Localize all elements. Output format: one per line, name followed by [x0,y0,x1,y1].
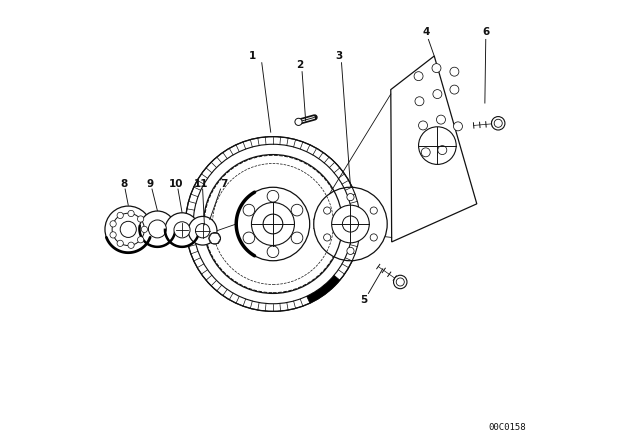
Circle shape [494,119,502,127]
Text: 1: 1 [249,51,257,61]
Circle shape [436,115,445,124]
Text: 7: 7 [220,179,227,189]
Text: 3: 3 [335,51,342,61]
Circle shape [209,233,221,244]
Text: 9: 9 [146,179,154,189]
Circle shape [267,246,279,258]
Circle shape [186,137,360,311]
Text: 8: 8 [120,179,127,189]
Circle shape [492,116,505,130]
Circle shape [394,275,407,289]
Circle shape [450,67,459,76]
Circle shape [347,247,354,254]
Circle shape [128,211,134,217]
Circle shape [295,118,302,125]
Circle shape [370,207,378,214]
Circle shape [342,216,358,232]
Circle shape [415,97,424,106]
Circle shape [174,222,190,238]
Circle shape [438,146,447,155]
Circle shape [419,121,428,130]
Circle shape [450,85,459,94]
Circle shape [263,214,283,234]
Circle shape [110,232,116,238]
Circle shape [195,224,210,238]
Circle shape [148,220,166,238]
Circle shape [188,216,217,245]
Polygon shape [391,56,477,242]
Circle shape [454,122,463,131]
Circle shape [141,226,147,233]
Text: 6: 6 [482,27,490,37]
Circle shape [324,207,331,214]
Circle shape [165,213,199,247]
Circle shape [128,242,134,248]
Circle shape [243,204,255,216]
Circle shape [140,211,175,247]
Circle shape [291,232,303,244]
Circle shape [291,204,303,216]
Circle shape [433,90,442,99]
Circle shape [314,187,387,261]
Circle shape [117,240,124,246]
Circle shape [347,194,354,201]
Circle shape [267,190,279,202]
Circle shape [421,148,430,157]
Text: 4: 4 [423,27,430,37]
Text: 00C0158: 00C0158 [488,423,526,432]
Circle shape [105,206,152,253]
Polygon shape [307,275,340,303]
Circle shape [117,212,124,219]
Circle shape [252,202,294,246]
Circle shape [419,127,456,164]
Circle shape [414,72,423,81]
Circle shape [110,221,116,227]
Text: 11: 11 [193,179,208,189]
Circle shape [332,205,369,243]
Circle shape [120,221,136,237]
Circle shape [396,278,404,286]
Circle shape [243,232,255,244]
Text: 2: 2 [296,60,303,70]
Circle shape [432,64,441,73]
Circle shape [138,237,144,243]
Text: 5: 5 [360,295,367,305]
Circle shape [236,187,310,261]
Circle shape [370,234,378,241]
Circle shape [324,234,331,241]
Circle shape [138,216,144,222]
Text: 10: 10 [168,179,183,189]
